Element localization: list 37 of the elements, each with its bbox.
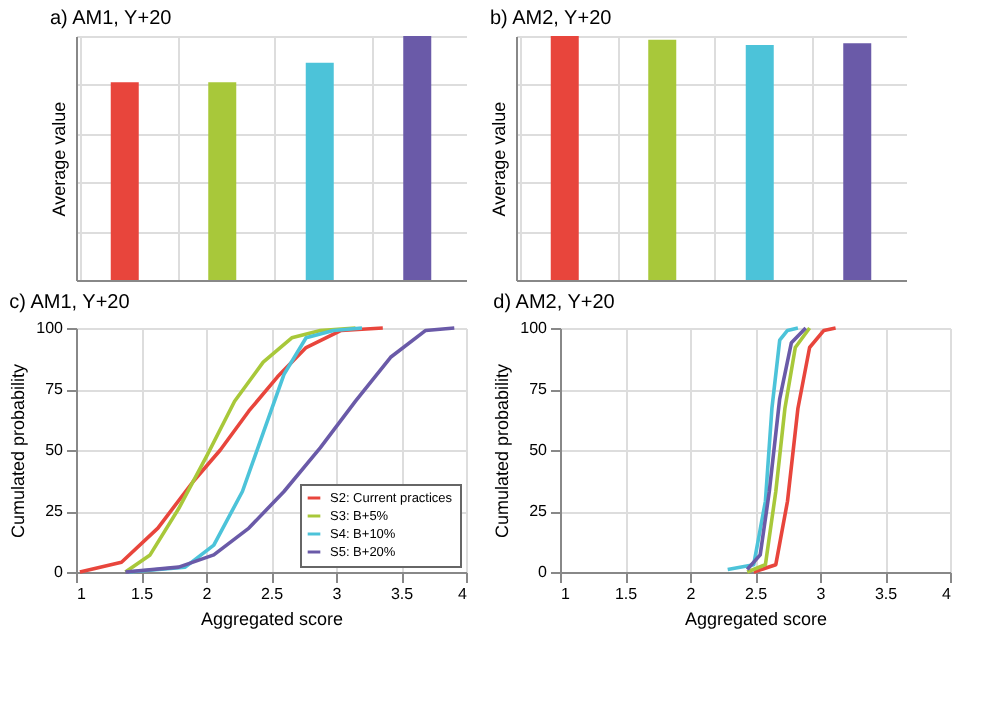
x-tick-label: 2: [202, 585, 213, 603]
x-tick-label: 3: [332, 585, 343, 603]
y-tick-label: 100: [520, 319, 549, 337]
y-axis-title: Cumulated probability: [492, 362, 513, 539]
x-tick-label: 1: [77, 585, 87, 603]
x-axis-title: Aggregated score: [200, 609, 344, 629]
line-series: [725, 326, 800, 572]
y-tick-label: 50: [45, 441, 65, 459]
text: d) AM2, Y+20: [493, 292, 615, 314]
x-tick-label: 1.5: [614, 585, 639, 603]
y-tick-label: 25: [45, 502, 65, 520]
text: c) AM1, Y+20: [9, 292, 130, 314]
x-tick-label: 1: [561, 585, 571, 603]
y-axis-title: Average value: [49, 101, 69, 217]
x-axis-title: Aggregated score: [684, 609, 828, 629]
line-series: [751, 326, 838, 574]
x-tick-label: 3.5: [874, 585, 899, 603]
text: a) AM1, Y+20: [50, 8, 172, 30]
x-tick-label: 2.5: [744, 585, 769, 603]
x-tick-label: 1.5: [130, 585, 155, 603]
line-series: [123, 326, 457, 574]
y-tick-label: 100: [36, 319, 65, 337]
y-tick-label: 0: [538, 563, 549, 581]
y-tick-label: 25: [529, 502, 549, 520]
x-tick-label: 4: [458, 585, 469, 603]
x-tick-label: 2: [686, 585, 697, 603]
x-tick-label: 2.5: [260, 585, 285, 603]
y-axis-title: Cumulated probability: [8, 362, 29, 539]
y-tick-label: 0: [54, 563, 65, 581]
x-tick-label: 3.5: [390, 585, 415, 603]
x-tick-label: 3: [816, 585, 827, 603]
text: b) AM2, Y+20: [490, 8, 612, 30]
y-tick-label: 75: [45, 380, 65, 398]
y-tick-label: 50: [529, 441, 549, 459]
x-tick-label: 4: [942, 585, 953, 603]
y-axis-title: Average value: [489, 101, 509, 217]
y-tick-label: 75: [529, 380, 549, 398]
